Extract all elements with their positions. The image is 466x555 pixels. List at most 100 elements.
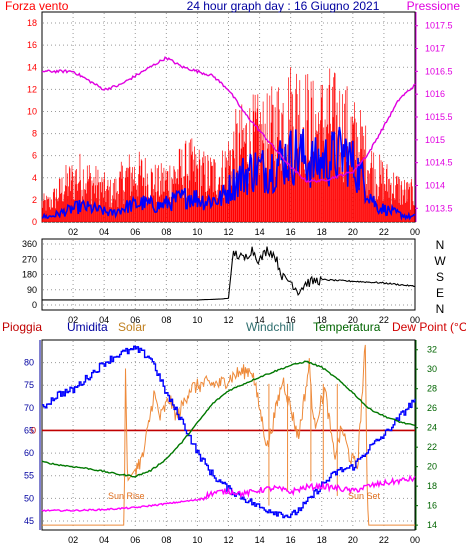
temp-y-tick-label: 14	[427, 520, 437, 530]
x-tick-label: 22	[379, 315, 389, 325]
pressure-y-tick-label: 1013.5	[425, 203, 453, 213]
x-tick-label: 00	[410, 315, 420, 325]
wind-y-tick-label: 10	[27, 106, 37, 116]
compass-letter-n-top: N	[436, 238, 445, 252]
temp-y-tick-label: 30	[427, 364, 437, 374]
legend-temperatura: Temperatura	[313, 320, 381, 334]
humidity-y-tick-label: 45	[24, 516, 34, 526]
temperature-humidity-plot-area	[41, 339, 416, 531]
rain-zero-label: 0	[31, 425, 36, 435]
x-tick-label: 04	[99, 315, 109, 325]
x-tick-label: 20	[348, 227, 358, 237]
temp-y-tick-label: 26	[427, 403, 437, 413]
x-tick-label: 02	[68, 315, 78, 325]
wind-y-tick-label: 18	[27, 18, 37, 28]
pressure-y-tick-label: 1015.5	[425, 112, 453, 122]
compass-letter-w: W	[434, 254, 446, 268]
temp-y-tick-label: 16	[427, 501, 437, 511]
pressure-axis-title: Pressione	[407, 0, 461, 13]
legend-pioggia: Pioggia	[2, 320, 42, 334]
wind-y-tick-label: 16	[27, 40, 37, 50]
temp-y-tick-label: 20	[427, 462, 437, 472]
legend-windchill: Windchill	[246, 320, 294, 334]
x-tick-label: 16	[286, 315, 296, 325]
humidity-y-tick-label: 55	[24, 471, 34, 481]
x-tick-label: 20	[348, 535, 358, 545]
x-tick-label: 18	[317, 535, 327, 545]
humidity-y-tick-label: 65	[24, 425, 34, 435]
x-tick-label: 06	[130, 227, 140, 237]
wind-y-tick-label: 8	[32, 129, 37, 139]
wind-y-tick-label: 2	[32, 195, 37, 205]
x-tick-label: 16	[286, 227, 296, 237]
humidity-y-tick-label: 50	[24, 493, 34, 503]
direction-y-tick-label: 270	[22, 254, 37, 264]
sunset-label: Sun Set	[348, 491, 381, 501]
x-tick-label: 18	[317, 227, 327, 237]
x-tick-label: 00	[410, 227, 420, 237]
wind-y-tick-label: 12	[27, 84, 37, 94]
wind-gust-series	[41, 67, 415, 222]
x-tick-label: 12	[223, 315, 233, 325]
x-tick-label: 02	[68, 227, 78, 237]
x-tick-label: 14	[255, 315, 265, 325]
direction-y-tick-label: 90	[27, 285, 37, 295]
dew-point-line	[41, 474, 416, 513]
humidity-y-tick-label: 75	[24, 380, 34, 390]
pressure-y-tick-label: 1014	[425, 180, 445, 190]
pressure-line	[41, 56, 416, 184]
pressure-y-tick-label: 1014.5	[425, 158, 453, 168]
x-tick-label: 06	[130, 535, 140, 545]
x-tick-label: 10	[192, 315, 202, 325]
sunrise-label: Sun Rise	[108, 491, 145, 501]
x-tick-label: 08	[161, 227, 171, 237]
x-tick-label: 18	[317, 315, 327, 325]
wind-axis-title: Forza vento	[5, 0, 69, 13]
x-tick-label: 14	[255, 227, 265, 237]
compass-letter-e: E	[436, 286, 444, 300]
x-tick-label: 12	[223, 227, 233, 237]
wind-direction-line	[42, 246, 415, 301]
x-tick-label: 00	[410, 535, 420, 545]
humidity-y-tick-label: 60	[24, 448, 34, 458]
direction-y-tick-label: 180	[22, 270, 37, 280]
x-tick-label: 08	[161, 535, 171, 545]
humidity-y-tick-label: 70	[24, 403, 34, 413]
x-tick-label: 16	[286, 535, 296, 545]
direction-y-tick-label: 360	[22, 239, 37, 249]
wind-y-tick-label: 4	[32, 173, 37, 183]
pressure-y-tick-label: 1016	[425, 89, 445, 99]
temp-y-tick-label: 18	[427, 481, 437, 491]
pressure-y-tick-label: 1016.5	[425, 66, 453, 76]
wind-y-tick-label: 6	[32, 151, 37, 161]
wind-y-tick-label: 0	[32, 217, 37, 227]
pressure-y-tick-label: 1015	[425, 135, 445, 145]
wind-speed-line	[41, 126, 416, 221]
x-tick-label: 04	[99, 227, 109, 237]
x-tick-label: 02	[68, 535, 78, 545]
grid-lines	[43, 13, 414, 529]
legend-umidita: Umidita	[67, 320, 108, 334]
temperature-line	[41, 360, 416, 478]
x-tick-label: 14	[255, 535, 265, 545]
temp-y-tick-label: 22	[427, 442, 437, 452]
x-tick-label: 10	[192, 535, 202, 545]
legend-dew-point: Dew Point (°C)	[392, 320, 466, 334]
compass-letter-n-bottom: N	[436, 302, 445, 316]
x-tick-label: 06	[130, 315, 140, 325]
temp-y-tick-label: 28	[427, 384, 437, 394]
wind-y-tick-label: 14	[27, 62, 37, 72]
x-tick-label: 10	[192, 227, 202, 237]
x-tick-label: 20	[348, 315, 358, 325]
legend-solar: Solar	[118, 320, 146, 334]
x-tick-label: 04	[99, 535, 109, 545]
x-tick-label: 12	[223, 535, 233, 545]
x-tick-label: 22	[379, 227, 389, 237]
direction-y-tick-label: 0	[32, 300, 37, 310]
compass-letter-s: S	[436, 270, 444, 284]
series-marks	[41, 56, 416, 526]
humidity-y-tick-label: 80	[24, 358, 34, 368]
